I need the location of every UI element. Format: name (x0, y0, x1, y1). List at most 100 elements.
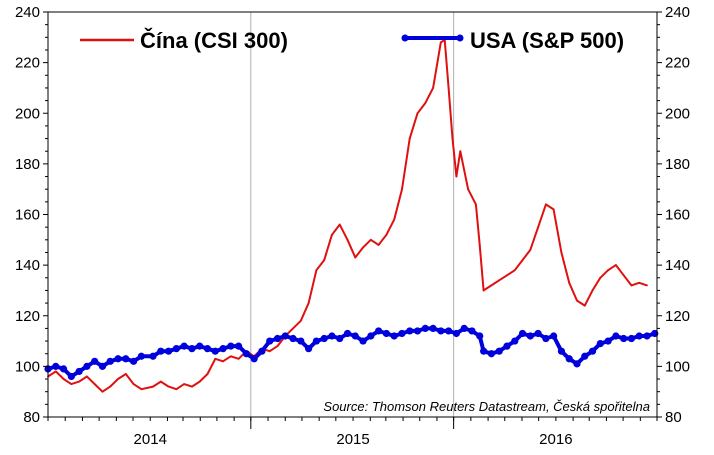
series-0-point-63 (513, 269, 516, 272)
series-1-point-15 (164, 347, 173, 355)
series-1-point-62 (526, 332, 534, 340)
y-tick-label-left-120: 120 (15, 308, 40, 325)
series-0-point-6 (93, 383, 96, 385)
series-0-point-71 (576, 299, 578, 302)
series-1-point-16 (172, 345, 180, 353)
series-1-point-72 (604, 337, 612, 345)
series-0-point-1 (54, 370, 57, 373)
series-0-point-35 (323, 259, 326, 261)
series-0-point-23 (229, 355, 232, 358)
series-0-point-44 (393, 218, 396, 221)
series-1-point-53 (460, 324, 468, 333)
series-1-point-20 (203, 345, 212, 353)
series-0-point-28 (268, 350, 271, 353)
series-0-point-19 (198, 380, 201, 383)
series-1-point-77 (643, 332, 651, 340)
series-1-point-63 (534, 329, 542, 338)
series-1-point-51 (445, 327, 453, 335)
series-0-point-43 (385, 233, 388, 236)
series-1-point-54 (468, 327, 476, 335)
legend-marker-usa-end (456, 34, 464, 42)
x-gridlines (250, 12, 455, 417)
series-0-point-68 (552, 208, 555, 211)
series-0-point-8 (109, 385, 112, 388)
series-0-point-48 (424, 102, 427, 105)
series-1-point-19 (196, 342, 204, 350)
y-tick-label-left-240: 240 (15, 4, 40, 21)
series-0-point-20 (206, 373, 209, 375)
series-0-point-65 (529, 249, 532, 251)
series-0-point-55 (459, 150, 462, 153)
series-0-point-80 (646, 284, 648, 287)
series-0-point-18 (191, 385, 193, 388)
series-1-point-67 (565, 355, 573, 363)
series-1-point-24 (234, 342, 243, 350)
series-1-point-29 (273, 334, 282, 343)
series-0-point-57 (474, 203, 477, 206)
series-1 (44, 324, 659, 381)
y-axis-right: 80 100 120 140 160 180 200 220 240 (657, 4, 690, 426)
series-1-point-64 (542, 334, 550, 343)
series-1-point-45 (398, 329, 406, 338)
series-0-point-77 (622, 274, 625, 277)
series-1-point-11 (129, 357, 138, 365)
series-0-point-41 (369, 238, 372, 241)
series-0-point-75 (607, 269, 610, 272)
series-1-point-17 (180, 342, 188, 350)
series-1-point-7 (98, 362, 107, 370)
series-0-point-16 (175, 388, 178, 391)
series-1-point-69 (581, 352, 589, 360)
series-1-point-30 (281, 332, 289, 340)
series-1-point-43 (382, 329, 390, 338)
series-1-point-23 (227, 342, 235, 350)
series-0-point-74 (599, 276, 602, 279)
series-0-point-47 (416, 112, 419, 115)
series-1-point-58 (495, 347, 503, 355)
y-tick-label-left-220: 220 (15, 55, 40, 72)
y-tick-label-right-160: 160 (665, 207, 690, 224)
series-1-point-33 (305, 345, 313, 353)
series-0-point-69 (560, 251, 563, 254)
series-1-point-59 (503, 342, 511, 350)
series-1-point-73 (612, 332, 620, 340)
series-1-point-31 (289, 334, 297, 343)
x-axis: 2014 2015 2016 (47, 417, 658, 448)
series-1-point-50 (437, 327, 445, 335)
series-1-point-32 (297, 337, 305, 345)
series-0-point-60 (490, 284, 493, 287)
y-tick-label-right-140: 140 (665, 257, 690, 274)
series-1-point-34 (312, 337, 320, 345)
series-0-point-15 (167, 385, 170, 388)
y-tick-label-right-80: 80 (665, 409, 682, 426)
series-1-point-41 (367, 332, 375, 340)
y-tick-label-right-100: 100 (665, 358, 690, 375)
series-0-point-45 (401, 188, 403, 191)
series-1-point-18 (188, 345, 196, 353)
y-tick-label-left-180: 180 (15, 156, 40, 173)
series-1-point-57 (487, 350, 496, 358)
series-0-point-61 (498, 279, 501, 282)
series-0-point-21 (214, 357, 217, 360)
series-1-point-38 (343, 329, 352, 338)
series-0-point-62 (506, 274, 508, 277)
series-1-point-66 (557, 347, 566, 355)
series-1-point-26 (250, 355, 258, 363)
series-1-point-4 (75, 367, 83, 376)
legend: Čína (CSI 300) USA (S&P 500) (80, 28, 624, 53)
series-0-point-11 (132, 383, 135, 385)
series-1-point-55 (476, 332, 484, 340)
series-0-point-14 (159, 380, 162, 383)
y-tick-label-left-140: 140 (15, 257, 40, 274)
legend-marker-usa-start (401, 34, 409, 42)
series-1-point-5 (83, 362, 91, 370)
series-1-point-21 (211, 347, 219, 355)
series-1-point-1 (52, 362, 60, 370)
series-0-point-64 (521, 259, 524, 261)
y-tick-label-left-80: 80 (23, 409, 40, 426)
series-1-point-47 (413, 327, 422, 335)
series-1-point-8 (106, 357, 114, 365)
series-1-point-76 (635, 332, 643, 340)
series-1-point-22 (219, 345, 227, 353)
series-1-point-48 (421, 324, 429, 333)
